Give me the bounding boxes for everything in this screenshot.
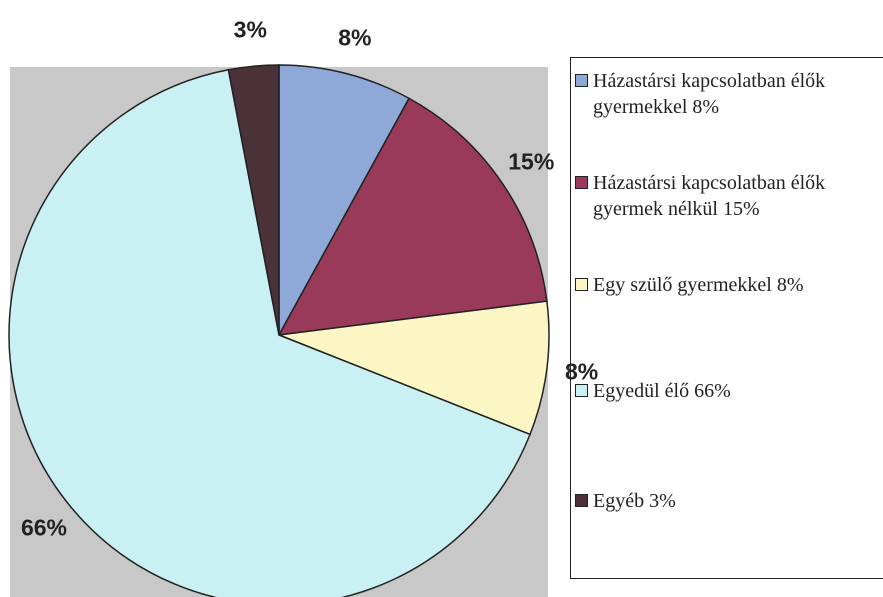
legend-entry: Egyedül élő 66% xyxy=(575,378,863,404)
legend-entry: Házastársi kapcsolatban élők gyermek nél… xyxy=(575,170,863,222)
pie-slice xyxy=(8,68,532,597)
legend-label: Házastársi kapcsolatban élők gyermekkel … xyxy=(593,70,826,118)
data-label: 15% xyxy=(508,149,554,175)
legend-swatch xyxy=(575,384,588,397)
pie-slice xyxy=(278,64,411,336)
legend-label: Házastársi kapcsolatban élők gyermek nél… xyxy=(593,172,826,220)
pie-slice xyxy=(277,97,548,336)
legend-swatch xyxy=(575,74,588,87)
legend-swatch xyxy=(575,494,588,507)
legend: Házastársi kapcsolatban élők gyermekkel … xyxy=(570,57,883,579)
legend-entry: Házastársi kapcsolatban élők gyermekkel … xyxy=(575,68,863,120)
pie-slice xyxy=(227,64,280,336)
data-label: 8% xyxy=(338,25,371,51)
legend-entry: Egyéb 3% xyxy=(575,488,863,514)
legend-swatch xyxy=(575,176,588,189)
pie-slice xyxy=(278,300,550,436)
legend-label: Egyéb 3% xyxy=(593,490,676,512)
data-label: 66% xyxy=(21,514,67,540)
legend-label: Egyedül élő 66% xyxy=(593,380,731,402)
legend-entry: Egy szülő gyermekkel 8% xyxy=(575,272,863,298)
legend-swatch xyxy=(575,278,588,291)
data-label: 3% xyxy=(234,16,267,42)
legend-label: Egy szülő gyermekkel 8% xyxy=(593,274,804,296)
